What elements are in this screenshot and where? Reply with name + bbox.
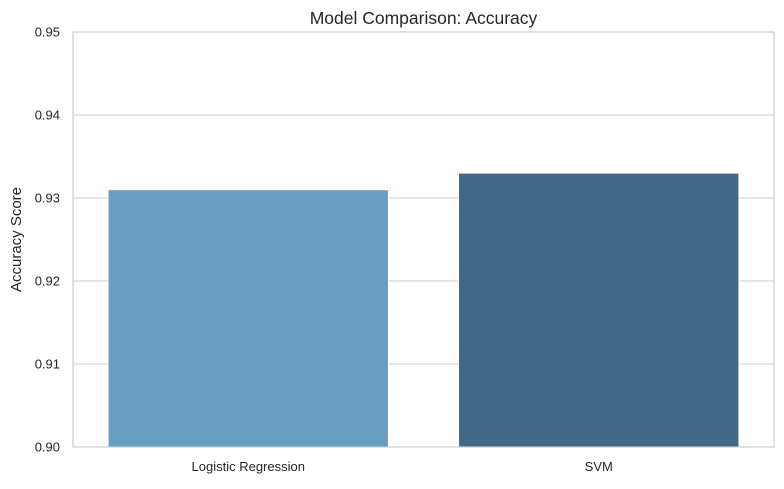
x-tick-label: SVM <box>585 459 613 474</box>
y-tick-label: 0.94 <box>35 108 60 123</box>
y-axis-label: Accuracy Score <box>8 187 25 292</box>
y-tick-label: 0.95 <box>35 25 60 40</box>
y-tick-label: 0.91 <box>35 357 60 372</box>
y-tick-label: 0.90 <box>35 440 60 455</box>
chart-title: Model Comparison: Accuracy <box>310 8 538 28</box>
bar-svm <box>459 173 739 447</box>
x-tick-label: Logistic Regression <box>192 459 305 474</box>
bar-logistic-regression <box>108 190 388 447</box>
y-tick-labels: 0.90 0.91 0.92 0.93 0.94 0.95 <box>35 25 60 455</box>
bars <box>108 173 739 447</box>
y-tick-label: 0.93 <box>35 191 60 206</box>
y-tick-label: 0.92 <box>35 274 60 289</box>
x-tick-labels: Logistic Regression SVM <box>192 459 613 474</box>
